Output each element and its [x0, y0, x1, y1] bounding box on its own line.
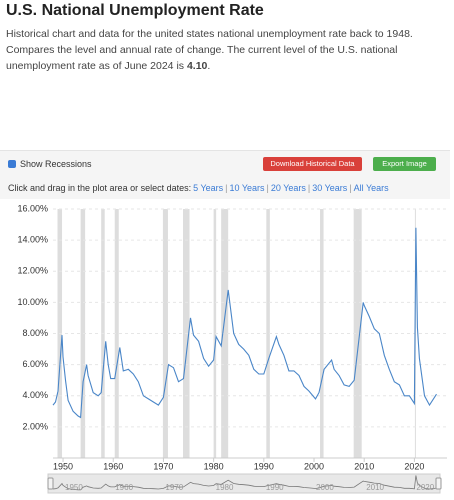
export-button[interactable]: Export Image — [373, 157, 436, 171]
y-tick-label: 14.00% — [17, 235, 48, 245]
x-tick-label: 2010 — [354, 461, 374, 471]
x-tick-label: 1950 — [53, 461, 73, 471]
description: Historical chart and data for the united… — [6, 26, 450, 74]
y-tick-label: 2.00% — [22, 421, 48, 431]
description-text: Historical chart and data for the united… — [6, 28, 413, 72]
x-tick-label: 1970 — [153, 461, 173, 471]
navigator-label: 2010 — [366, 483, 384, 492]
navigator-handle[interactable] — [435, 477, 442, 490]
navigator-label: 1950 — [65, 483, 83, 492]
description-end: . — [207, 60, 211, 72]
x-tick-label: 1990 — [254, 461, 274, 471]
y-tick-label: 8.00% — [22, 328, 48, 338]
navigator-label: 2000 — [316, 483, 334, 492]
recession-band — [213, 209, 217, 458]
navigator-label: 2020 — [416, 483, 434, 492]
recession-band — [162, 209, 168, 458]
separator: | — [349, 183, 352, 193]
navigator-handle[interactable] — [47, 477, 54, 490]
y-tick-label: 10.00% — [17, 297, 48, 307]
range-link[interactable]: 20 Years — [270, 183, 306, 193]
navigator-label: 1990 — [266, 483, 284, 492]
navigator-line — [52, 475, 437, 491]
separator: | — [266, 183, 269, 193]
navigator-label: 1970 — [165, 483, 183, 492]
recession-band — [353, 209, 362, 458]
recession-toggle[interactable]: Show Recessions — [8, 159, 92, 169]
x-tick-label: 2020 — [404, 461, 424, 471]
recession-band — [266, 209, 270, 458]
navigator-label: 1960 — [115, 483, 133, 492]
x-tick-label: 1960 — [103, 461, 123, 471]
range-link[interactable]: 30 Years — [312, 183, 348, 193]
range-link[interactable]: 10 Years — [229, 183, 265, 193]
checkbox[interactable] — [8, 160, 16, 168]
y-tick-label: 4.00% — [22, 390, 48, 400]
separator: | — [225, 183, 228, 193]
date-ranges: Click and drag in the plot area or selec… — [8, 183, 391, 193]
series-line — [52, 227, 437, 419]
range-link[interactable]: All Years — [353, 183, 389, 193]
page-title: U.S. National Unemployment Rate — [6, 2, 264, 19]
range-prompt: Click and drag in the plot area or selec… — [8, 183, 192, 193]
recession-band — [114, 209, 119, 458]
chart: 2.00% 4.00% 6.00% 8.00% 10.00% 12.00% 14.00% 16… — [17, 203, 447, 494]
recession-band — [80, 209, 86, 458]
x-tick-label: 2000 — [304, 461, 324, 471]
y-tick-label: 16.00% — [17, 203, 48, 213]
range-links: 5 Years | 10 Years | 20 Years | 30 Years | All Y… — [191, 183, 391, 193]
y-tick-label: 12.00% — [17, 266, 48, 276]
recession-band — [320, 209, 324, 458]
checkbox-label: Show Recessions — [20, 159, 92, 169]
recession-band — [221, 209, 229, 458]
toolbar: Show Recessions Download Historical Data… — [0, 150, 450, 199]
y-tick-label: 6.00% — [22, 359, 48, 369]
current-value: 4.10 — [186, 60, 208, 72]
range-link[interactable]: 5 Years — [193, 183, 224, 193]
separator: | — [307, 183, 311, 193]
navigator-label: 1980 — [216, 483, 234, 492]
download-button[interactable]: Download Historical Data — [263, 157, 362, 171]
x-tick-label: 1980 — [204, 461, 224, 471]
